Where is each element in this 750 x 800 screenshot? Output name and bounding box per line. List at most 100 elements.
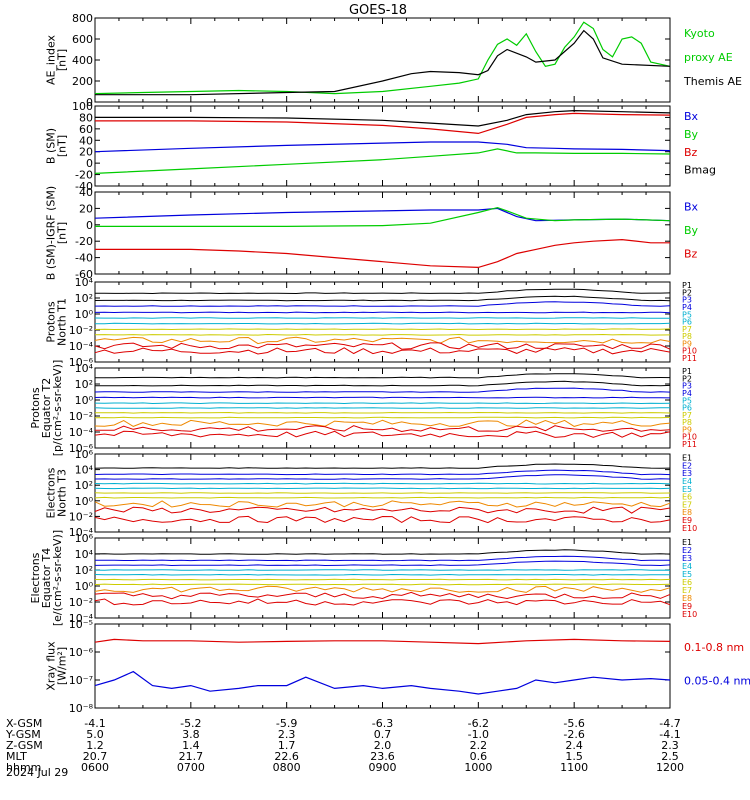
y-axis-label: Electrons	[29, 552, 42, 603]
y-tick-label: 10⁴	[75, 362, 94, 375]
y-tick-label: 400	[72, 54, 93, 67]
legend-label: E4	[682, 562, 692, 571]
legend-label: E10	[682, 610, 697, 619]
legend-label: By	[684, 224, 699, 237]
channel-line-8	[94, 585, 671, 593]
legend-label: P8	[682, 418, 692, 427]
legend-label: proxy AE	[684, 51, 733, 64]
y-tick-label: 200	[72, 75, 93, 88]
ephemeris-value: -4.1	[659, 728, 680, 741]
ephemeris-value: -4.7	[659, 717, 680, 730]
legend-label: E2	[682, 461, 692, 470]
ephemeris-row-label: X-GSM	[6, 717, 42, 730]
y-tick-label: 10²	[75, 479, 93, 492]
y-tick-label: 40	[79, 134, 93, 147]
y-axis-label: [nT]	[56, 49, 69, 71]
channel-line-9	[94, 506, 671, 514]
y-tick-label: 10⁰	[75, 394, 94, 407]
y-tick-label: 10⁰	[75, 308, 94, 321]
ephemeris-value: 1100	[560, 761, 588, 774]
channel-line-1	[95, 373, 671, 379]
legend-label: Bz	[684, 248, 698, 261]
series-line-red	[95, 112, 671, 135]
channel-line-2	[94, 469, 671, 476]
ephemeris-row-label: hhmm	[6, 761, 41, 774]
ephemeris-value: 0.6	[470, 750, 488, 763]
ephemeris-value: 21.7	[179, 750, 204, 763]
ephemeris-value: 2.4	[565, 739, 583, 752]
legend-label: P2	[682, 374, 692, 383]
ephemeris-value: 2.2	[470, 739, 488, 752]
series-line-green	[94, 148, 671, 174]
ephemeris-value: 0600	[81, 761, 109, 774]
ephemeris-value: -5.6	[563, 717, 584, 730]
y-axis-label: AE_index	[45, 34, 58, 85]
ephemeris-value: 1.2	[86, 739, 104, 752]
channel-line-6	[95, 322, 671, 325]
legend-label: P4	[682, 303, 692, 312]
legend-label: E5	[682, 570, 692, 579]
y-axis-label: Equator T4	[40, 548, 53, 608]
y-tick-label: 10⁻²	[69, 596, 93, 609]
ephemeris-value: 3.8	[182, 728, 200, 741]
y-tick-label: 10⁻²	[69, 510, 93, 523]
ephemeris-row-label: Z-GSM	[6, 739, 43, 752]
series-line-blue	[94, 207, 671, 222]
ephemeris-value: -4.1	[84, 717, 105, 730]
legend-label: E6	[682, 493, 692, 502]
legend-label: 0.05-0.4 nm	[684, 674, 750, 687]
channel-line-9	[94, 336, 671, 345]
y-axis-label: [nT]	[56, 222, 69, 244]
ephemeris-value: -2.6	[563, 728, 584, 741]
y-tick-label: -20	[75, 235, 93, 248]
y-tick-label: 10⁶	[75, 448, 94, 461]
ephemeris-value: 0800	[273, 761, 301, 774]
legend-label: P9	[682, 425, 692, 434]
legend-label: Bx	[684, 201, 699, 214]
y-tick-label: 10⁻⁶	[69, 442, 94, 455]
legend-label: E7	[682, 500, 692, 509]
plot-frame	[94, 281, 671, 363]
ephemeris-value: 2.3	[661, 739, 679, 752]
ephemeris-table: X-GSMY-GSMZ-GSMMLThhmm-4.15.01.220.70600…	[5, 717, 684, 774]
y-tick-label: 10⁻⁵	[69, 618, 93, 631]
series-line-red	[94, 638, 671, 645]
legend-label: E6	[682, 578, 692, 587]
y-axis-label: Protons	[45, 301, 58, 342]
ephemeris-value: 1.7	[278, 739, 296, 752]
ephemeris-value: -6.3	[372, 717, 393, 730]
legend-label: E3	[682, 469, 692, 478]
channel-line-6	[94, 407, 671, 409]
channel-line-10	[94, 598, 671, 606]
channel-line-5	[94, 487, 671, 490]
channel-line-11	[94, 347, 671, 355]
y-tick-label: 10⁻⁴	[69, 340, 94, 353]
channel-line-7	[94, 328, 671, 331]
y-axis-label: Protons	[29, 387, 42, 428]
y-tick-label: 10⁰	[75, 580, 94, 593]
y-tick-label: 20	[79, 146, 93, 159]
legend-label: P9	[682, 339, 692, 348]
series-line-blue	[94, 141, 671, 153]
channel-line-6	[94, 492, 671, 494]
legend-label: E1	[682, 538, 692, 547]
figure-title: GOES-18	[349, 3, 407, 18]
y-tick-label: 10⁻⁶	[69, 356, 94, 369]
ephemeris-value: -5.2	[180, 717, 201, 730]
ephemeris-value: 1.4	[182, 739, 200, 752]
y-axis-label: North T1	[56, 298, 69, 346]
channel-line-9	[94, 419, 671, 427]
channel-line-5	[94, 317, 671, 319]
legend-label: E3	[682, 554, 692, 563]
legend-label: 0.1-0.8 nm	[684, 641, 744, 654]
legend-label: P6	[682, 404, 692, 413]
ephemeris-row-label: Y-GSM	[5, 728, 41, 741]
y-tick-label: 0	[86, 157, 93, 170]
series-line-blue	[94, 670, 671, 695]
y-tick-label: 10⁻⁸	[69, 702, 94, 715]
channel-line-4	[94, 569, 671, 571]
